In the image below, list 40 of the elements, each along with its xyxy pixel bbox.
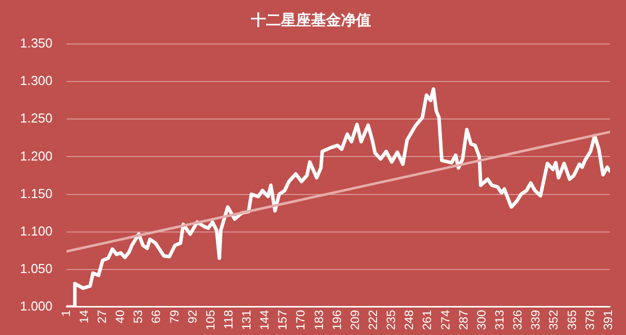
x-tick-label: 300 (474, 310, 488, 330)
x-tick-label: 378 (582, 310, 597, 330)
y-tick-label: 1.150 (20, 186, 53, 201)
x-tick-label: 1 (58, 310, 73, 317)
x-tick-label: 261 (420, 310, 434, 330)
x-tick-label: 92 (185, 310, 200, 324)
x-tick-label: 79 (167, 310, 182, 324)
x-tick-label: 196 (330, 310, 344, 330)
x-tick-label: 27 (94, 310, 109, 324)
y-tick-label: 1.000 (20, 298, 53, 314)
x-tick-label: 339 (528, 310, 543, 330)
x-tick-label: 248 (402, 310, 416, 330)
y-tick-label: 1.050 (20, 260, 53, 276)
x-tick-label: 209 (348, 310, 362, 330)
x-tick-label: 53 (131, 310, 146, 324)
x-tick-label: 313 (492, 310, 506, 330)
x-tick-label: 183 (312, 310, 326, 330)
x-tick-label: 144 (258, 310, 272, 330)
y-tick-label: 1.100 (20, 223, 53, 238)
x-tick-label: 274 (438, 310, 452, 330)
x-tick-label: 66 (149, 310, 164, 324)
x-tick-label: 222 (366, 310, 380, 330)
x-tick-label: 118 (221, 310, 236, 330)
x-tick-label: 40 (113, 310, 128, 324)
x-tick-label: 352 (546, 310, 561, 330)
x-tick-label: 14 (76, 310, 91, 324)
y-tick-label: 1.200 (20, 148, 53, 164)
x-tick-label: 326 (510, 310, 525, 330)
x-tick-label: 131 (240, 310, 254, 330)
x-tick-label: 391 (600, 310, 615, 330)
x-tick-label: 157 (276, 310, 290, 330)
y-tick-label: 1.250 (20, 110, 53, 126)
y-tick-label: 1.300 (20, 73, 53, 88)
x-tick-label: 105 (203, 310, 218, 330)
x-tick-label: 287 (456, 310, 470, 330)
x-tick-label: 235 (384, 310, 398, 330)
x-tick-label: 365 (564, 310, 579, 330)
x-tick-label: 170 (294, 310, 308, 330)
chart-title: 十二星座基金净值 (250, 11, 371, 30)
y-tick-label: 1.350 (20, 36, 53, 51)
